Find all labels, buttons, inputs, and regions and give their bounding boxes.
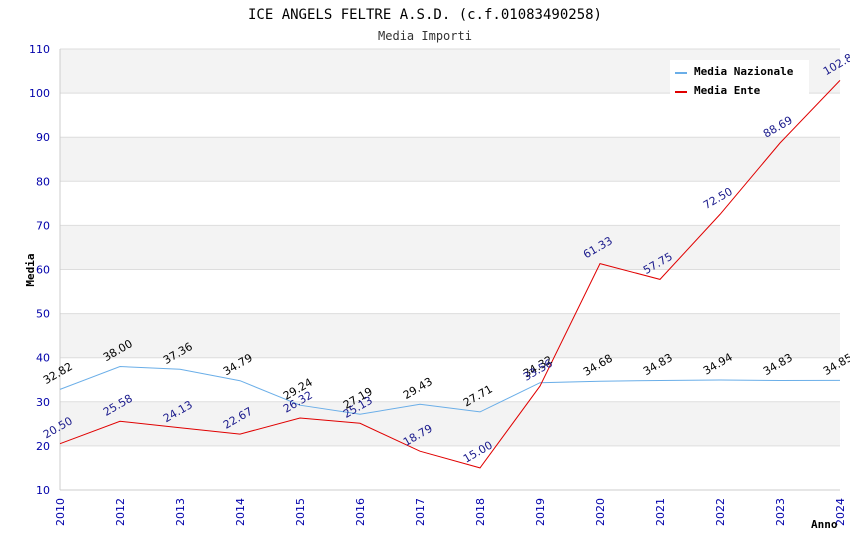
legend-label: Media Ente	[694, 84, 761, 97]
plot-band	[60, 269, 840, 314]
y-tick-label: 80	[36, 175, 50, 188]
series-line	[59, 365, 841, 415]
grid-lines	[59, 48, 840, 491]
x-tick-label: 2021	[654, 498, 667, 526]
y-tick-label: 30	[36, 396, 50, 409]
plot-band	[60, 137, 840, 182]
y-tick-label: 90	[36, 131, 50, 144]
x-tick-label: 2013	[174, 498, 187, 526]
y-tick-label: 70	[36, 219, 50, 232]
series-lines	[59, 80, 841, 469]
plot-band	[60, 93, 840, 138]
y-tick-label: 40	[36, 352, 50, 365]
x-tick-label: 2010	[54, 498, 67, 526]
y-tick-label: 100	[29, 87, 50, 100]
x-tick-label: 2023	[774, 498, 787, 526]
x-tick-label: 2016	[354, 498, 367, 526]
x-tick-label: 2015	[294, 498, 307, 526]
legend-box	[670, 60, 809, 95]
x-tick-label: 2018	[474, 498, 487, 526]
chart-title: ICE ANGELS FELTRE A.S.D. (c.f.0108349025…	[248, 7, 602, 23]
plot-band	[60, 445, 840, 490]
y-tick-label: 110	[29, 43, 50, 56]
plot-band	[60, 225, 840, 270]
x-tick-label: 2017	[414, 498, 427, 526]
plot-band	[60, 313, 840, 358]
y-tick-label: 50	[36, 308, 50, 321]
y-axis-label: Media	[24, 253, 37, 286]
x-tick-label: 2024	[834, 498, 847, 526]
legend: Media Nazionale Media Ente	[670, 60, 809, 97]
y-tick-label: 60	[36, 264, 50, 277]
y-tick-label: 10	[36, 484, 50, 497]
plot-band	[60, 401, 840, 446]
x-tick-label: 2020	[594, 498, 607, 526]
x-tick-label: 2012	[114, 498, 127, 526]
x-tick-label: 2022	[714, 498, 727, 526]
x-tick-label: 2014	[234, 498, 247, 526]
legend-label: Media Nazionale	[694, 65, 794, 78]
y-tick-label: 20	[36, 440, 50, 453]
x-axis-ticks: 2010 2012 2013 2014 2015 2016 2017 2018 2019 2020…	[54, 498, 847, 526]
plot-background	[60, 49, 840, 490]
x-axis-label: Anno	[811, 518, 838, 531]
y-axis-ticks: 10 20 30 40 50 60 70 80 90 100 110	[29, 43, 50, 497]
plot-band	[60, 181, 840, 226]
chart-subtitle: Media Importi	[378, 29, 472, 43]
x-tick-label: 2019	[534, 498, 547, 526]
series-line	[59, 80, 841, 469]
